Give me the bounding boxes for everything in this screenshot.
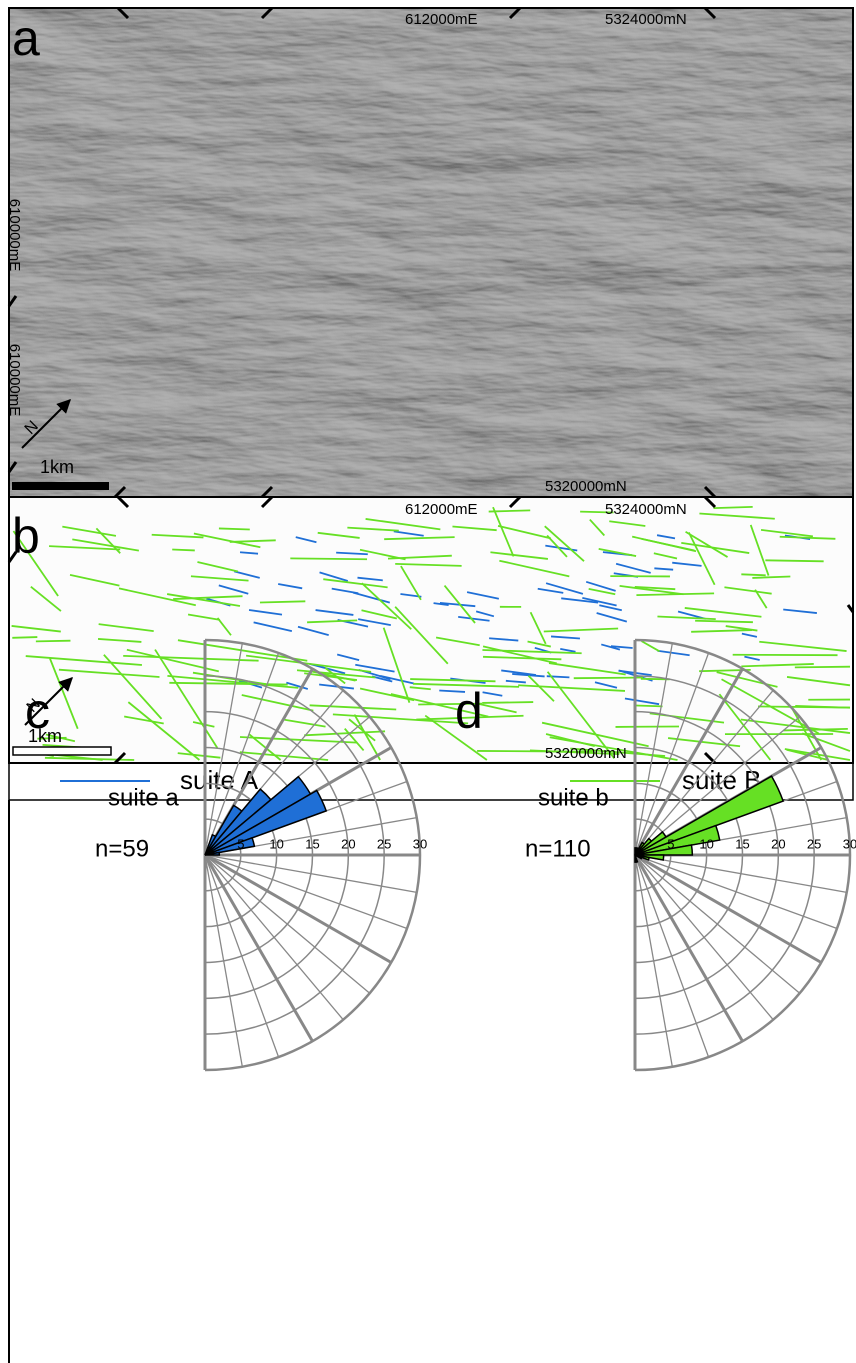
lineament-b (219, 528, 250, 529)
lineament-b (290, 558, 367, 559)
coord-label: 5324000mN (605, 11, 687, 28)
r-tick-label: 15 (305, 836, 319, 851)
r-tick-label: 10 (269, 836, 283, 851)
coord-label: 612000mE (405, 11, 478, 28)
figure: a 612000mE 5324000mN 610000mE 5320000mN … (0, 0, 856, 1363)
lineament-b (172, 550, 195, 551)
lineament-b (574, 678, 643, 679)
r-tick-label: 30 (413, 836, 427, 851)
lineament-b (758, 706, 850, 707)
lineament-b (741, 574, 765, 575)
rose-annotation: n=110 (525, 835, 591, 862)
coord-label: 610000mE (6, 199, 23, 272)
r-tick-label: 25 (807, 836, 821, 851)
r-tick-label: 20 (341, 836, 355, 851)
coord-label: 5324000mN (605, 501, 687, 518)
panel-b (9, 497, 853, 763)
lineament-b (795, 667, 850, 668)
coord-label: 5320000mN (545, 745, 627, 762)
lineament-b (260, 601, 305, 602)
scale-label: 1km (40, 457, 74, 477)
r-tick-label: 15 (735, 836, 749, 851)
lineament-b (482, 702, 533, 703)
panel-a: a 612000mE 5324000mN 610000mE 5320000mN … (6, 8, 853, 497)
rose-title: suite b (538, 784, 609, 811)
panel-label: b (12, 508, 40, 564)
rose-title: suite a (108, 784, 179, 811)
panel-label: c (25, 683, 50, 739)
coord-label: 612000mE (405, 501, 478, 518)
scale-bar (13, 747, 111, 755)
r-tick-label: 5 (237, 836, 244, 851)
r-tick-label: 10 (699, 836, 713, 851)
lineament-b (713, 507, 752, 508)
r-tick-label: 25 (377, 836, 391, 851)
coord-label: 5320000mN (545, 478, 627, 495)
r-tick-label: 20 (771, 836, 785, 851)
lineament-b (12, 637, 37, 638)
scale-bar (12, 482, 109, 490)
hillshade (9, 8, 853, 497)
coord-label: 610000mE (6, 344, 23, 417)
lineament-b (36, 641, 71, 642)
rose-annotation: n=59 (95, 835, 149, 862)
r-tick-label: 30 (843, 836, 856, 851)
lineament-b (636, 706, 662, 707)
panel-label: a (12, 10, 40, 66)
lineament-b (765, 560, 823, 561)
r-tick-label: 5 (667, 836, 674, 851)
panel-label: d (455, 683, 483, 739)
